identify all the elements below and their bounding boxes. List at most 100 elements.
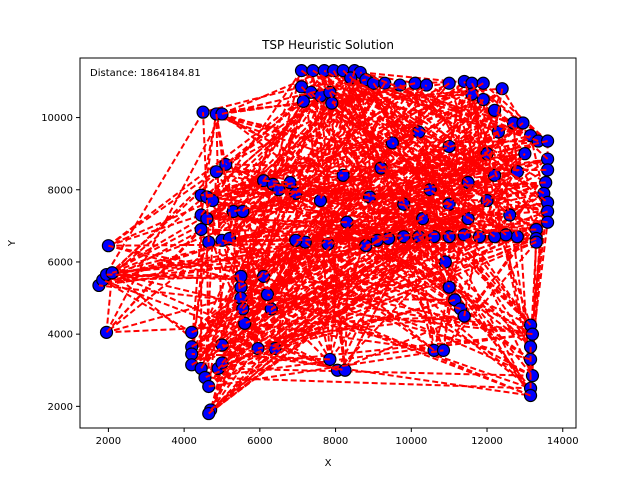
route-segment	[327, 122, 515, 245]
route-segment	[190, 218, 208, 365]
route-segment	[267, 293, 531, 397]
route-segment	[229, 221, 548, 240]
route-segment	[105, 82, 416, 334]
x-tick-label: 14000	[547, 436, 579, 447]
route-segment	[266, 87, 503, 296]
route-segment	[215, 170, 532, 327]
y-tick-label: 2000	[48, 402, 73, 413]
route-segment	[312, 69, 420, 133]
route-segment	[444, 261, 532, 348]
route-segment	[106, 273, 450, 289]
route-segment	[418, 236, 534, 377]
route-segment	[212, 199, 306, 244]
route-segment	[365, 237, 389, 247]
route-segment	[295, 228, 537, 242]
route-segment	[242, 84, 428, 310]
y-tick-label: 8000	[48, 185, 73, 196]
route-segment	[102, 279, 193, 334]
route-segment	[329, 91, 549, 204]
route-segment	[108, 241, 537, 247]
city-point	[338, 363, 352, 377]
city-point	[238, 316, 252, 330]
route-segment	[342, 80, 465, 177]
route-segment	[107, 82, 484, 247]
route-segment	[240, 82, 484, 288]
route-segment	[206, 181, 469, 220]
route-segment	[211, 70, 303, 202]
route-segment	[105, 228, 202, 334]
route-segment	[244, 235, 480, 325]
route-segment	[200, 199, 214, 216]
route-segment	[221, 69, 325, 115]
route-segment	[300, 70, 347, 371]
route-segment	[201, 181, 546, 197]
y-tick-label: 10000	[41, 113, 73, 124]
route-segment	[221, 78, 367, 115]
city-point	[487, 168, 502, 182]
city-point	[436, 343, 451, 357]
route-segment	[300, 69, 511, 216]
route-segment	[201, 333, 533, 370]
route-segment	[391, 142, 507, 236]
x-axis-ticks: 2000 4000 6000 8000 10000 12000 14000	[96, 428, 579, 447]
route-segment	[372, 82, 469, 220]
route-segment	[270, 79, 367, 310]
route-segment	[310, 91, 532, 326]
x-tick-label: 6000	[247, 436, 272, 447]
route-segment	[365, 82, 485, 247]
route-segment	[414, 82, 538, 240]
route-segment	[206, 174, 344, 198]
route-segment	[263, 179, 533, 336]
route-segment	[202, 87, 503, 114]
route-segment	[106, 82, 473, 276]
route-segment	[106, 201, 548, 276]
route-segment	[190, 297, 242, 355]
route-segment	[201, 214, 404, 238]
route-segment	[342, 174, 462, 310]
route-segment	[241, 95, 322, 212]
route-segment	[312, 69, 537, 231]
x-axis-label: X	[325, 458, 332, 469]
route-segment	[108, 244, 531, 361]
route-segment	[501, 88, 524, 124]
route-segment	[328, 91, 371, 198]
route-segment	[191, 353, 330, 361]
route-segment	[221, 239, 461, 310]
route-segment	[329, 153, 488, 361]
plot-frame	[79, 57, 577, 429]
route-segment	[102, 152, 526, 281]
route-segment	[463, 88, 504, 317]
route-segment	[418, 131, 511, 216]
route-segment	[209, 152, 526, 411]
route-segment	[359, 71, 539, 142]
route-segment	[433, 236, 466, 317]
route-segment	[98, 284, 533, 336]
route-segment	[111, 188, 431, 274]
route-segment	[211, 95, 322, 202]
route-segment	[206, 218, 273, 310]
route-segment	[278, 188, 548, 224]
route-segment	[311, 70, 347, 371]
route-segment	[463, 81, 519, 238]
chart-title: TSP Heuristic Solution	[261, 38, 394, 52]
route-overlay	[98, 69, 549, 415]
route-segment	[429, 188, 496, 238]
route-segment	[208, 349, 444, 388]
route-segment	[272, 183, 450, 206]
route-segment	[263, 179, 532, 390]
route-segment	[204, 241, 537, 379]
route-segment	[225, 100, 305, 166]
route-segment	[106, 273, 241, 278]
route-segment	[208, 245, 367, 415]
route-segment	[221, 235, 405, 346]
route-segment	[200, 179, 264, 197]
route-segment	[221, 343, 346, 372]
route-segment	[209, 235, 405, 411]
route-segment	[215, 113, 242, 299]
route-segment	[304, 188, 431, 244]
route-segment	[512, 122, 519, 172]
route-segment	[270, 210, 548, 310]
route-segment	[350, 76, 545, 195]
route-segment	[217, 122, 524, 370]
